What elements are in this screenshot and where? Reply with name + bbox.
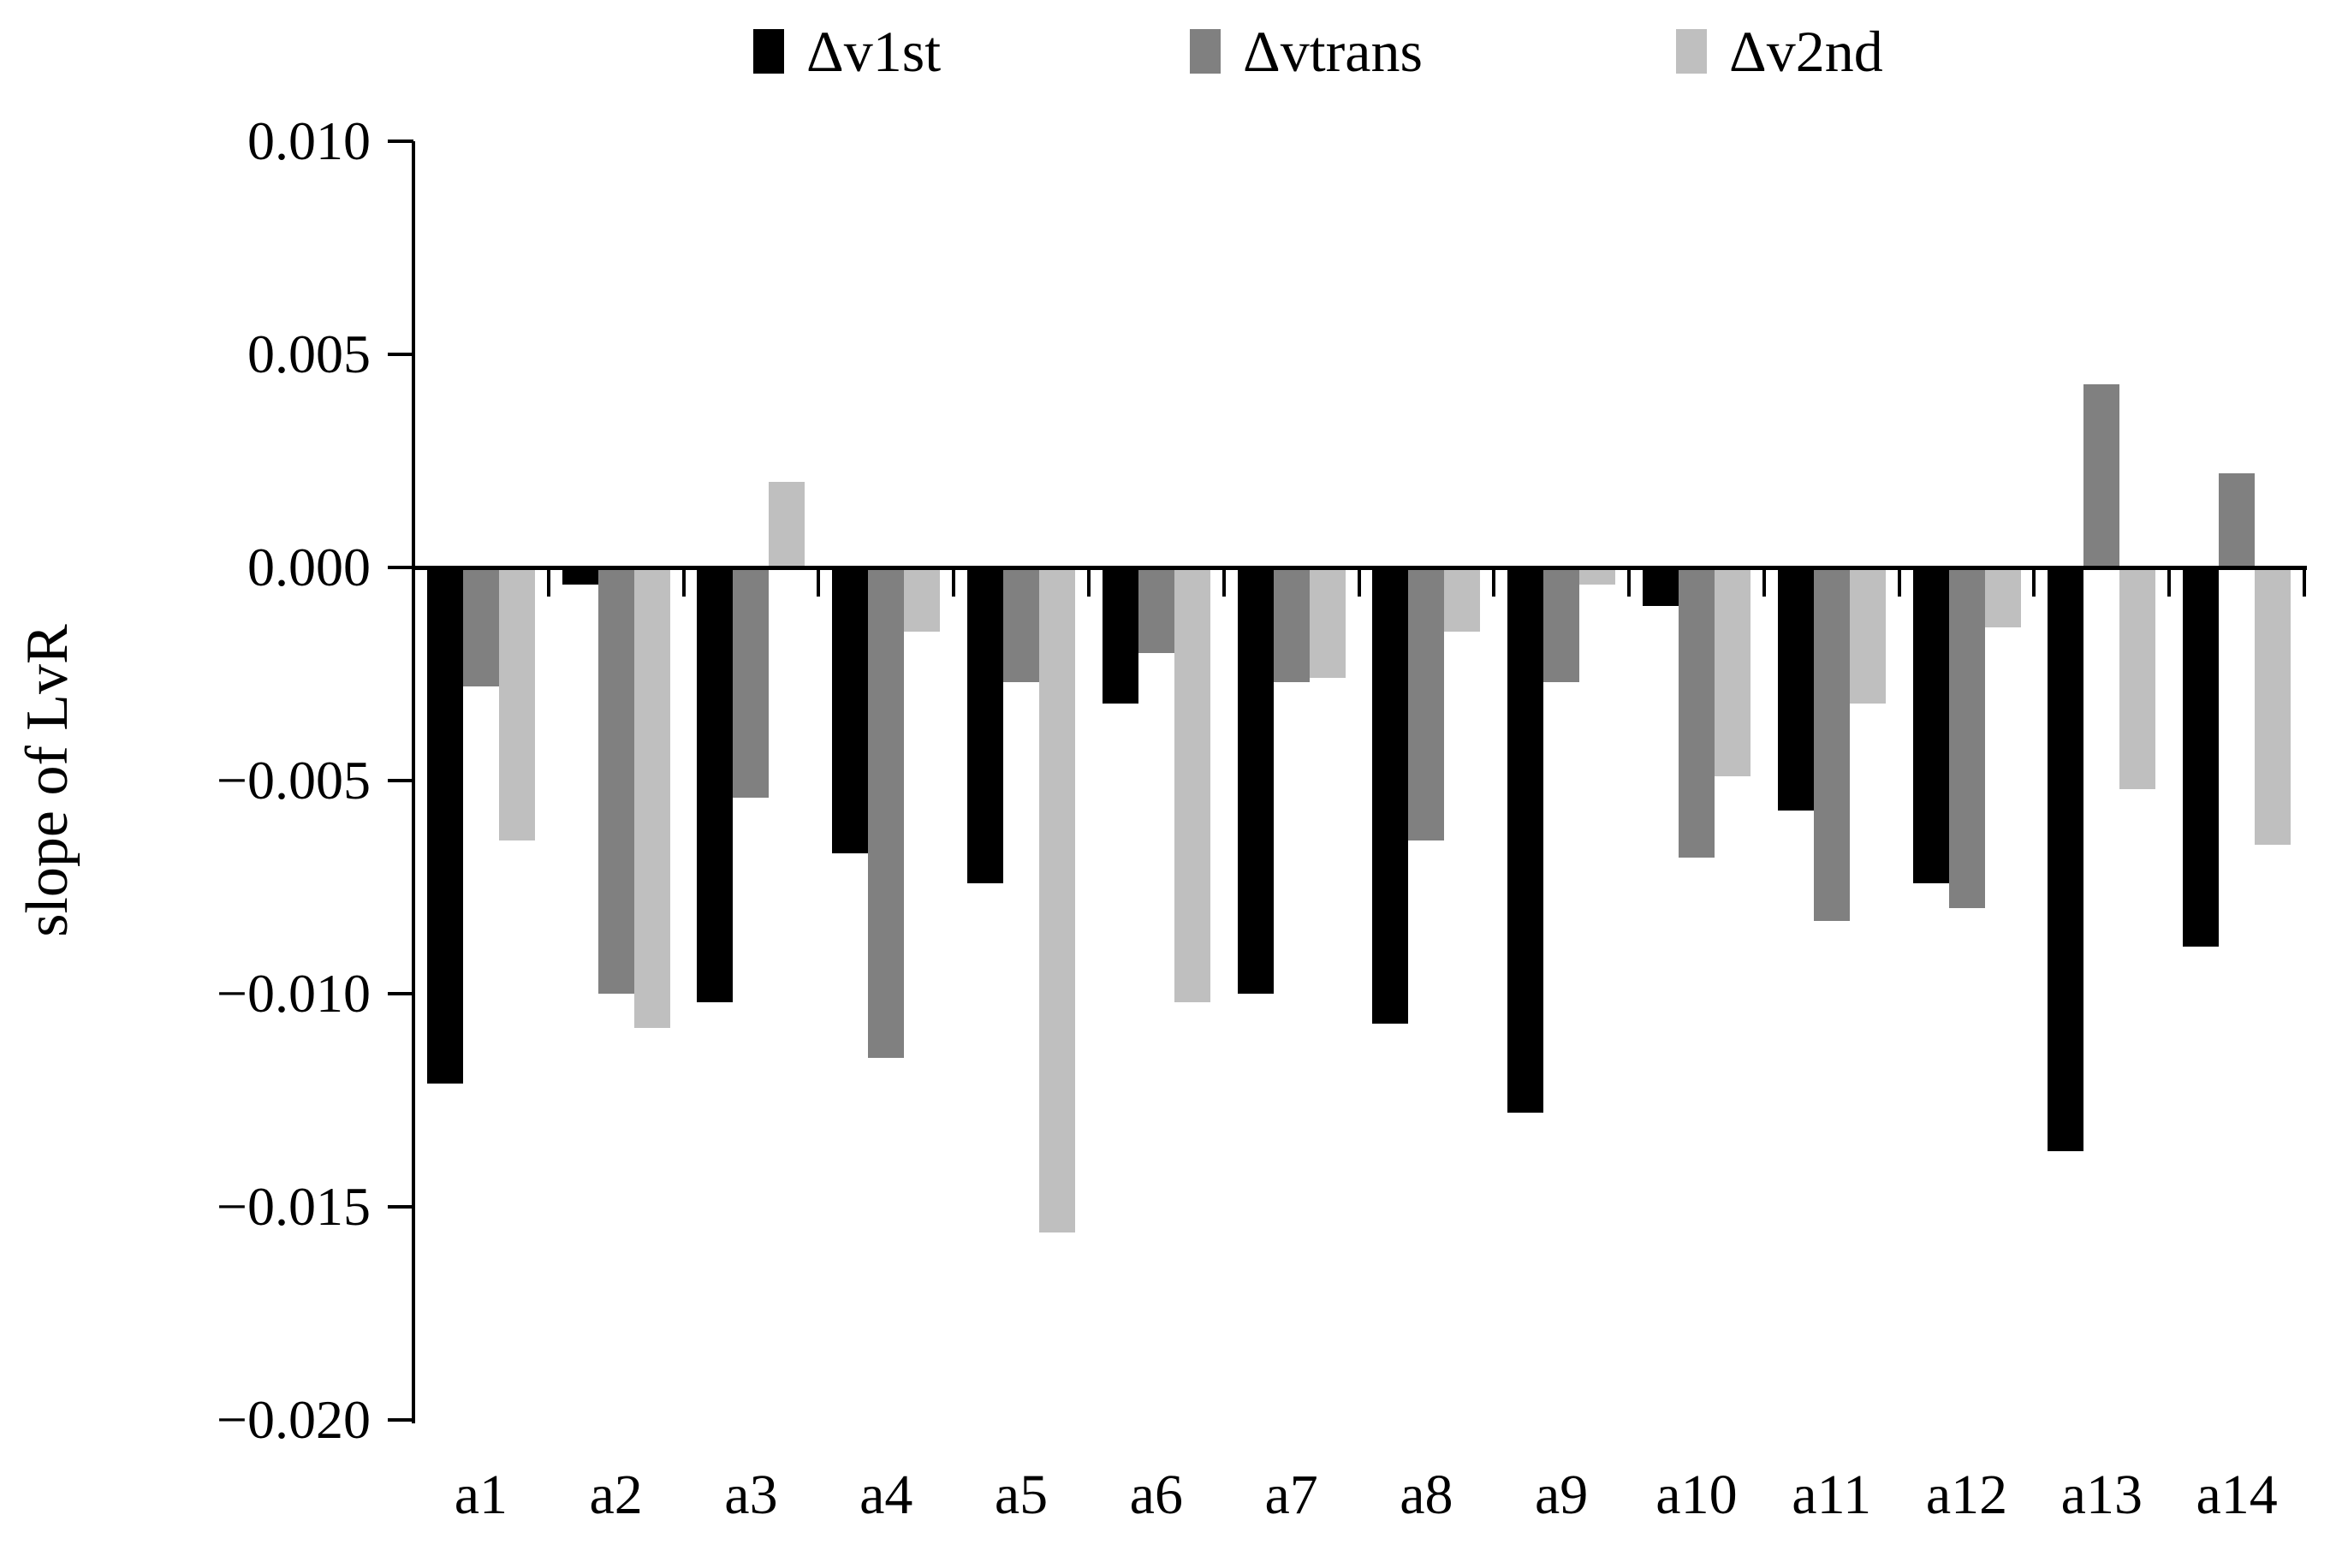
bar-a6-Δv2nd bbox=[1174, 567, 1210, 1002]
x-category-label: a1 bbox=[454, 1464, 508, 1526]
x-tick bbox=[1086, 567, 1091, 597]
bar-a8-Δv1st bbox=[1372, 567, 1409, 1024]
y-tick bbox=[388, 353, 413, 356]
bar-a4-Δv1st bbox=[832, 567, 869, 853]
bar-a8-Δvtrans bbox=[1408, 567, 1445, 840]
x-category-label: a3 bbox=[724, 1464, 778, 1526]
y-tick-label: −0.015 bbox=[216, 1176, 371, 1237]
bar-a11-Δv1st bbox=[1777, 567, 1814, 811]
y-tick-label: −0.010 bbox=[216, 963, 371, 1024]
bar-a1-Δv2nd bbox=[498, 567, 535, 840]
y-tick-label: −0.020 bbox=[216, 1389, 371, 1450]
x-tick bbox=[681, 567, 686, 597]
bar-a7-Δv1st bbox=[1237, 567, 1274, 994]
bar-a13-Δvtrans bbox=[2083, 383, 2120, 567]
legend-swatch-3 bbox=[1676, 29, 1707, 74]
x-category-label: a11 bbox=[1792, 1464, 1872, 1526]
bar-a3-Δvtrans bbox=[733, 567, 770, 798]
y-axis-title-text: slope of LvR bbox=[15, 624, 80, 937]
bar-a7-Δv2nd bbox=[1309, 567, 1346, 679]
y-tick-label: −0.005 bbox=[216, 750, 371, 811]
bar-a14-Δvtrans bbox=[2219, 473, 2256, 567]
legend-label: Δv2nd bbox=[1729, 19, 1883, 84]
bar-a12-Δv2nd bbox=[1984, 567, 2021, 627]
bar-a13-Δv1st bbox=[2048, 567, 2084, 1152]
x-category-label: a7 bbox=[1264, 1464, 1318, 1526]
x-tick bbox=[1627, 567, 1632, 597]
legend-item: Δv2nd bbox=[1676, 19, 1883, 84]
bar-a7-Δvtrans bbox=[1273, 567, 1310, 683]
y-tick bbox=[388, 566, 413, 569]
legend-item: Δv1st bbox=[753, 19, 941, 84]
legend-label: Δv1st bbox=[806, 19, 942, 84]
bar-a14-Δv2nd bbox=[2255, 567, 2291, 845]
y-axis-title: slope of LvR bbox=[7, 524, 89, 1037]
bar-a9-Δvtrans bbox=[1543, 567, 1580, 683]
x-category-label: a2 bbox=[589, 1464, 643, 1526]
bar-a11-Δvtrans bbox=[1813, 567, 1850, 922]
x-tick bbox=[2303, 567, 2306, 597]
bar-a1-Δvtrans bbox=[462, 567, 499, 687]
y-tick bbox=[388, 1418, 413, 1422]
bar-a8-Δv2nd bbox=[1444, 567, 1481, 632]
y-tick-label: 0.005 bbox=[247, 324, 371, 384]
bar-a4-Δv2nd bbox=[904, 567, 941, 632]
x-tick bbox=[2032, 567, 2036, 597]
bar-a6-Δvtrans bbox=[1138, 567, 1174, 653]
x-tick bbox=[817, 567, 821, 597]
bar-a2-Δv2nd bbox=[633, 567, 670, 1028]
legend-item: Δvtrans bbox=[1190, 19, 1423, 84]
y-tick-label: 0.000 bbox=[247, 537, 371, 597]
bar-a5-Δvtrans bbox=[1003, 567, 1040, 683]
x-tick bbox=[546, 567, 550, 597]
bar-a9-Δv1st bbox=[1507, 567, 1544, 1114]
x-tick bbox=[1357, 567, 1361, 597]
bar-a12-Δvtrans bbox=[1948, 567, 1985, 909]
x-tick bbox=[1221, 567, 1226, 597]
y-tick bbox=[388, 779, 413, 782]
bar-a5-Δv1st bbox=[967, 567, 1004, 883]
x-tick bbox=[1492, 567, 1496, 597]
bar-a2-Δv1st bbox=[562, 567, 598, 585]
x-category-label: a5 bbox=[994, 1464, 1049, 1526]
legend-swatch-2 bbox=[1190, 29, 1221, 74]
bar-a13-Δv2nd bbox=[2119, 567, 2156, 789]
x-tick bbox=[952, 567, 956, 597]
y-tick-label: 0.010 bbox=[247, 110, 371, 171]
bar-a5-Δv2nd bbox=[1039, 567, 1076, 1232]
x-category-label: a14 bbox=[2196, 1464, 2278, 1526]
x-category-label: a8 bbox=[1400, 1464, 1453, 1526]
x-tick bbox=[2167, 567, 2172, 597]
x-tick bbox=[1897, 567, 1901, 597]
y-tick bbox=[388, 140, 413, 143]
x-category-label: a12 bbox=[1925, 1464, 2008, 1526]
bar-a3-Δv2nd bbox=[769, 482, 805, 567]
bar-a10-Δv2nd bbox=[1714, 567, 1751, 777]
bar-a1-Δv1st bbox=[426, 567, 463, 1084]
bar-a11-Δv2nd bbox=[1849, 567, 1886, 704]
legend-label: Δvtrans bbox=[1243, 19, 1423, 84]
bar-a14-Δv1st bbox=[2183, 567, 2220, 947]
bar-a9-Δv2nd bbox=[1579, 567, 1616, 585]
x-tick bbox=[1762, 567, 1766, 597]
bar-a12-Δv1st bbox=[1912, 567, 1949, 883]
legend-swatch-1 bbox=[753, 29, 784, 74]
y-tick bbox=[388, 1205, 413, 1209]
bar-a10-Δvtrans bbox=[1678, 567, 1715, 858]
bar-a3-Δv1st bbox=[697, 567, 734, 1002]
bar-a6-Δv1st bbox=[1102, 567, 1138, 704]
x-category-label: a13 bbox=[2060, 1464, 2143, 1526]
bar-a10-Δv1st bbox=[1642, 567, 1679, 606]
y-tick bbox=[388, 992, 413, 995]
bar-a2-Δvtrans bbox=[597, 567, 634, 994]
x-category-label: a9 bbox=[1535, 1464, 1589, 1526]
x-category-label: a6 bbox=[1129, 1464, 1183, 1526]
y-axis-line bbox=[412, 141, 415, 1423]
x-category-label: a10 bbox=[1655, 1464, 1738, 1526]
bar-a4-Δvtrans bbox=[868, 567, 905, 1058]
x-category-label: a4 bbox=[859, 1464, 913, 1526]
